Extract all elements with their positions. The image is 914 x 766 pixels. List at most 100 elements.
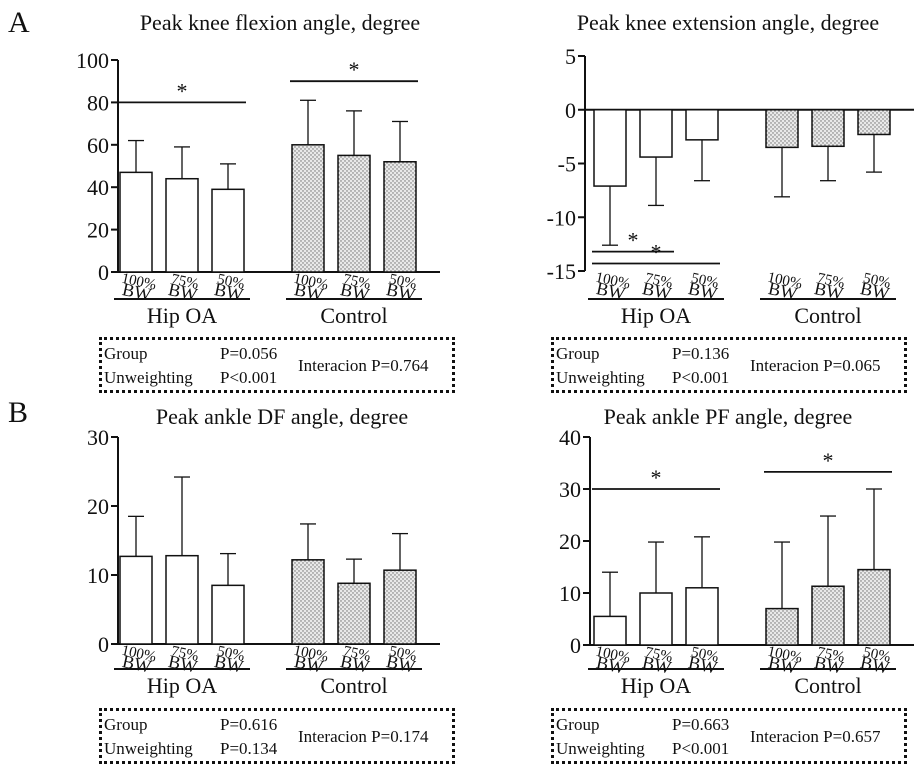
y-tick-label: 40 [87,175,109,200]
significance-star: * [823,448,834,473]
y-tick-label: 20 [559,529,581,554]
stats-box-ankle-pf: Group P=0.663 Unweighting P<0.001 Intera… [551,708,907,764]
stats-box-knee-flexion: Group P=0.056 Unweighting P<0.001 Intera… [99,337,455,393]
x-tick-label: 100%BW [290,643,330,678]
x-tick-label: 75%BW [166,643,200,676]
group-label: Control [320,673,387,698]
x-tick-label-line: 100% [594,644,632,667]
x-tick-label: 75%BW [812,644,846,677]
group-label: Hip OA [621,673,691,698]
bar-control [857,568,891,646]
stats-box-knee-extension: Group P=0.136 Unweighting P<0.001 Intera… [551,337,907,393]
stat-group-p: P=0.136 [672,344,730,363]
y-tick-label: 5 [565,44,576,69]
chart-title: Peak ankle PF angle, degree [604,404,853,429]
x-tick-label-line: 50% [216,643,246,664]
x-tick-label-line: 75% [644,644,674,665]
stat-group-label: Group [556,344,600,363]
bar-control [337,582,371,645]
stat-unweighting-label: Unweighting [104,368,193,387]
y-tick-label: 20 [87,218,109,243]
y-tick-label: 80 [87,90,109,115]
x-tick-label-line: 100% [766,270,804,293]
bar-control [765,607,799,646]
x-tick-label-line: 75% [170,271,200,292]
stat-unweighting-label: Unweighting [556,739,645,758]
stat-unweighting-p: P=0.134 [220,739,278,758]
x-tick-label-line: 75% [342,271,372,292]
stat-group-label: Group [104,344,148,363]
stat-interaction: Interacion P=0.657 [750,727,881,746]
chart-title: Peak knee flexion angle, degree [140,10,420,35]
stat-interaction: Interacion P=0.174 [298,727,429,746]
x-tick-label-line: 50% [862,270,892,291]
x-tick-label: 100%BW [592,644,632,679]
stat-group-p: P=0.616 [220,715,278,734]
x-tick-label-line: 75% [816,644,846,665]
group-label: Hip OA [147,673,217,698]
group-label: Control [320,303,387,328]
significance-star: * [177,78,188,103]
bar-control [383,161,417,273]
bar-control [857,109,891,136]
y-tick-label: -5 [558,152,576,177]
stat-group-label: Group [556,715,600,734]
x-tick-label-line: 75% [816,270,846,291]
stat-interaction: Interacion P=0.764 [298,356,429,375]
x-tick-label-line: 100% [766,644,804,667]
x-tick-label-line: 50% [690,644,720,665]
bar-control [291,559,325,645]
y-tick-label: 0 [565,98,576,123]
y-tick-label: -15 [547,259,576,284]
group-label: Control [794,673,861,698]
bar-hip-oa [165,177,199,273]
bar-hip-oa [685,109,719,141]
x-tick-label: 75%BW [338,271,372,304]
bar-hip-oa [639,109,673,158]
x-tick-label-line: 50% [862,644,892,665]
panel-letter-a: A [8,6,30,39]
group-label: Hip OA [147,303,217,328]
y-tick-label: 30 [87,425,109,450]
x-tick-label-line: 50% [216,271,246,292]
stat-group-p: P=0.056 [220,344,278,363]
y-tick-label: 0 [98,260,109,285]
group-label: Hip OA [621,303,691,328]
x-tick-label: 50%BW [686,644,720,677]
significance-star: * [628,228,639,253]
stat-group-label: Group [104,715,148,734]
stat-unweighting-label: Unweighting [104,739,193,758]
stat-group-p: P=0.663 [672,715,730,734]
x-tick-label-line: 75% [342,643,372,664]
bar-hip-oa [685,587,719,646]
bar-hip-oa [119,171,153,273]
x-tick-label-line: 50% [388,271,418,292]
x-tick-label-line: 50% [388,643,418,664]
stat-unweighting-label: Unweighting [556,368,645,387]
x-tick-label: 50%BW [858,644,892,677]
x-tick-label-line: 100% [292,643,330,666]
x-tick-label-line: 100% [292,271,330,294]
stats-box-ankle-df: Group P=0.616 Unweighting P=0.134 Intera… [99,708,455,764]
bar-hip-oa [593,615,627,646]
significance-star: * [651,239,662,264]
bar-hip-oa [211,584,245,645]
panel-letter-b: B [8,396,29,429]
y-tick-label: 10 [559,581,581,606]
y-tick-label: 20 [87,494,109,519]
stat-unweighting-p: P<0.001 [220,368,278,387]
y-tick-label: 40 [559,425,581,450]
bar-hip-oa [639,592,673,646]
y-tick-label: -10 [547,205,576,230]
significance-star: * [651,465,662,490]
stat-unweighting-p: P<0.001 [672,368,730,387]
bar-control [291,144,325,273]
chart-title: Peak ankle DF angle, degree [156,404,408,429]
x-tick-label: 50%BW [384,643,418,676]
y-tick-label: 100 [76,48,109,73]
